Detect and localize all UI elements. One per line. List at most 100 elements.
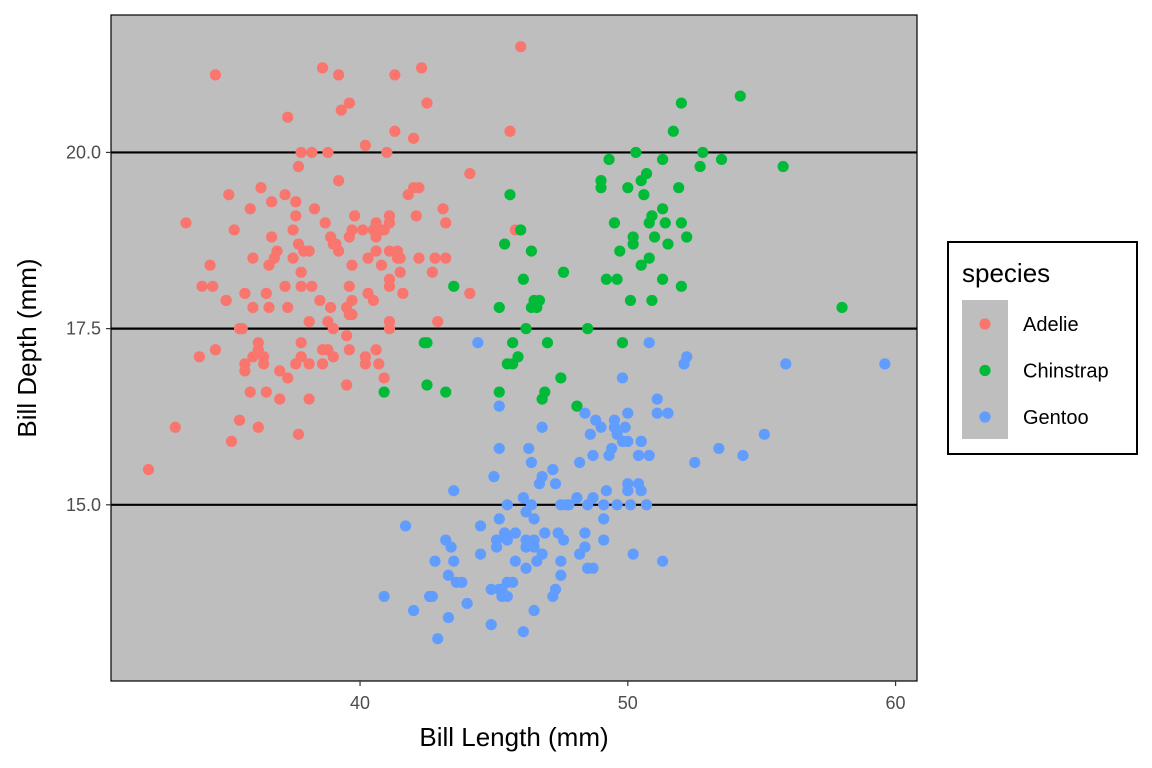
- point-chinstrap: [638, 189, 650, 201]
- point-chinstrap: [378, 386, 390, 398]
- point-adelie: [239, 358, 251, 370]
- point-adelie: [255, 182, 267, 194]
- point-gentoo: [493, 583, 505, 595]
- y-axis-title: Bill Depth (mm): [12, 258, 42, 437]
- point-adelie: [282, 111, 294, 123]
- point-gentoo: [547, 590, 559, 603]
- point-gentoo: [555, 555, 567, 567]
- point-gentoo: [536, 421, 548, 433]
- point-chinstrap: [536, 393, 548, 405]
- point-adelie: [196, 280, 208, 292]
- point-gentoo: [635, 435, 647, 447]
- point-gentoo: [598, 534, 610, 546]
- point-adelie: [287, 252, 299, 264]
- point-adelie: [292, 160, 305, 173]
- y-axis: 15.0 17.5 20.0: [66, 142, 111, 515]
- point-adelie: [349, 210, 361, 222]
- point-gentoo: [493, 513, 505, 525]
- point-chinstrap: [557, 266, 570, 278]
- point-adelie: [282, 372, 294, 384]
- point-chinstrap: [648, 231, 661, 243]
- point-chinstrap: [836, 301, 848, 314]
- point-gentoo: [608, 421, 621, 433]
- point-adelie: [314, 294, 326, 307]
- point-chinstrap: [595, 175, 607, 187]
- point-adelie: [440, 252, 452, 264]
- point-gentoo: [627, 548, 639, 560]
- point-chinstrap: [421, 379, 433, 391]
- point-adelie: [429, 252, 441, 264]
- point-gentoo: [713, 442, 725, 455]
- point-adelie: [263, 301, 275, 314]
- point-chinstrap: [646, 294, 658, 307]
- point-gentoo: [517, 626, 529, 638]
- point-chinstrap: [533, 294, 546, 307]
- point-adelie: [290, 358, 302, 370]
- point-chinstrap: [555, 372, 567, 384]
- point-gentoo: [501, 534, 513, 546]
- point-adelie: [266, 231, 278, 243]
- x-tick-label: 40: [350, 693, 370, 713]
- point-adelie: [335, 104, 347, 116]
- point-chinstrap: [603, 153, 615, 166]
- point-gentoo: [485, 583, 497, 595]
- point-adelie: [389, 125, 401, 137]
- point-gentoo: [501, 499, 513, 511]
- point-gentoo: [622, 407, 634, 419]
- point-adelie: [220, 294, 232, 307]
- point-chinstrap: [571, 400, 583, 412]
- point-gentoo: [445, 541, 457, 553]
- point-gentoo: [643, 337, 655, 349]
- point-gentoo: [456, 576, 468, 588]
- point-adelie: [333, 245, 345, 257]
- point-adelie: [233, 414, 246, 426]
- point-gentoo: [643, 449, 655, 462]
- point-adelie: [383, 323, 396, 335]
- point-chinstrap: [681, 231, 693, 243]
- point-gentoo: [488, 471, 500, 483]
- point-chinstrap: [675, 97, 687, 109]
- point-adelie: [343, 280, 355, 292]
- point-adelie: [333, 69, 345, 81]
- legend-label-gentoo: Gentoo: [1023, 407, 1089, 429]
- point-adelie: [303, 315, 315, 328]
- point-adelie: [247, 252, 259, 264]
- point-chinstrap: [608, 217, 621, 229]
- point-chinstrap: [659, 217, 671, 229]
- point-adelie: [228, 224, 240, 236]
- data-points: [142, 41, 891, 645]
- point-gentoo: [587, 449, 599, 462]
- point-chinstrap: [541, 337, 554, 349]
- point-adelie: [394, 252, 406, 264]
- legend-key-gentoo: [979, 411, 991, 423]
- point-adelie: [426, 266, 438, 278]
- point-chinstrap: [493, 301, 505, 314]
- point-chinstrap: [697, 146, 709, 159]
- point-gentoo: [448, 555, 460, 567]
- point-chinstrap: [624, 294, 637, 307]
- point-gentoo: [525, 456, 538, 469]
- point-gentoo: [536, 548, 548, 560]
- point-chinstrap: [667, 125, 679, 137]
- point-adelie: [279, 189, 291, 201]
- point-adelie: [319, 217, 331, 229]
- point-chinstrap: [673, 182, 685, 194]
- point-chinstrap: [493, 386, 505, 398]
- point-gentoo: [442, 569, 454, 581]
- point-gentoo: [547, 463, 559, 476]
- point-chinstrap: [448, 280, 460, 292]
- point-adelie: [225, 435, 238, 447]
- point-gentoo: [635, 485, 647, 497]
- point-chinstrap: [715, 153, 728, 166]
- point-adelie: [279, 280, 291, 292]
- point-gentoo: [616, 372, 629, 384]
- point-chinstrap: [622, 182, 634, 194]
- point-gentoo: [737, 449, 749, 462]
- point-adelie: [316, 62, 329, 74]
- point-chinstrap: [421, 337, 433, 349]
- point-adelie: [432, 315, 444, 328]
- point-adelie: [410, 210, 422, 222]
- point-gentoo: [579, 407, 591, 419]
- point-adelie: [370, 217, 382, 229]
